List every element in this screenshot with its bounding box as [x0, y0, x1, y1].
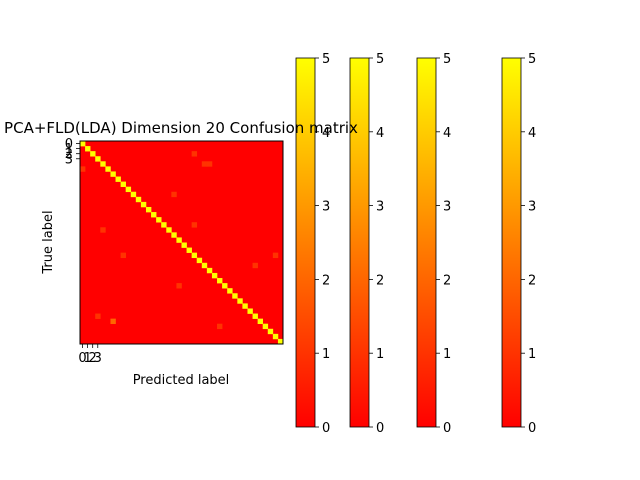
matrix-cell — [267, 328, 274, 335]
x-tick-label: 0 — [78, 351, 86, 366]
matrix-cell — [90, 151, 96, 157]
matrix-cell — [272, 252, 279, 259]
matrix-cell — [191, 222, 198, 228]
colorbar-tick-label: 2 — [443, 273, 451, 288]
matrix-cell — [110, 171, 116, 177]
matrix-cell — [247, 308, 253, 314]
matrix-cell — [85, 146, 91, 152]
matrix-cell — [80, 141, 86, 147]
y-tick-label: 0 — [65, 137, 73, 152]
matrix-cells — [80, 141, 284, 345]
matrix-cell — [120, 181, 126, 187]
matrix-cell — [110, 318, 116, 325]
matrix-cell — [232, 293, 238, 299]
matrix-cell — [166, 227, 172, 233]
matrix-cell — [252, 262, 258, 269]
matrix-cell — [242, 303, 248, 309]
y-tick-label: 3 — [65, 152, 73, 167]
matrix-cell — [161, 222, 167, 228]
matrix-cell — [257, 318, 264, 325]
colorbar-tick-label: 5 — [376, 52, 384, 67]
matrix-cell — [237, 298, 243, 304]
colorbar — [295, 57, 316, 428]
matrix-cell — [191, 151, 198, 157]
matrix-cell — [176, 283, 182, 289]
matrix-cell — [206, 267, 213, 274]
matrix-cell — [252, 313, 258, 319]
matrix-cell — [95, 156, 101, 162]
x-tick-label: 3 — [94, 351, 102, 366]
colorbar — [416, 57, 437, 428]
matrix-cell — [140, 201, 147, 208]
colorbar-tick-label: 4 — [322, 126, 330, 141]
matrix-cell — [191, 252, 198, 259]
matrix-cell — [222, 283, 228, 289]
colorbar-tick-label: 2 — [376, 273, 384, 288]
colorbar — [349, 57, 370, 428]
matrix-cell — [262, 323, 269, 330]
matrix-cell — [156, 217, 162, 223]
x-axis-label: Predicted label — [133, 373, 230, 388]
matrix-cell — [145, 206, 152, 213]
y-tick-label: 1 — [65, 142, 73, 157]
colorbar — [501, 57, 522, 428]
y-tick-label: 2 — [65, 147, 73, 162]
matrix-cell — [181, 242, 187, 248]
matrix-cell — [217, 323, 223, 330]
colorbar-tick-label: 3 — [376, 200, 384, 215]
x-tick-label: 1 — [83, 351, 91, 366]
matrix-cell — [272, 333, 279, 340]
matrix-cell — [115, 176, 121, 182]
colorbars: 0 1 2 3 4 5 0 1 2 3 4 5 0 1 2 3 4 5 0 1 2 3 4 5 — [295, 52, 536, 436]
colorbar-tick-label: 0 — [443, 421, 451, 436]
y-axis-label: True label — [41, 210, 56, 274]
matrix-cell — [186, 247, 192, 253]
matrix-cell — [105, 166, 111, 172]
matrix-cell — [120, 252, 126, 259]
matrix-cell — [100, 161, 106, 167]
colorbar-tick-label: 5 — [322, 52, 330, 67]
matrix-cell — [176, 237, 182, 243]
matrix-cell — [196, 257, 203, 264]
colorbar-tick-label: 0 — [376, 421, 384, 436]
matrix-cell — [211, 272, 218, 279]
x-tick-label: 2 — [89, 351, 97, 366]
colorbar-tick-label: 4 — [443, 126, 451, 141]
matrix-cell — [201, 161, 208, 167]
colorbar-tick-label: 1 — [443, 347, 451, 362]
matrix-cell — [277, 338, 284, 345]
matrix-cell — [80, 166, 86, 172]
matrix-cell — [100, 227, 106, 233]
matrix-cell — [125, 186, 132, 193]
colorbar-tick-label: 4 — [376, 126, 384, 141]
matrix-cell — [217, 278, 223, 284]
colorbar-tick-label: 1 — [528, 347, 536, 362]
colorbar-tick-label: 3 — [528, 200, 536, 215]
colorbar-tick-label: 2 — [528, 273, 536, 288]
matrix-cell — [171, 191, 177, 198]
matrix-cell — [151, 212, 157, 218]
matrix-cell — [206, 161, 213, 167]
colorbar-tick-label: 5 — [528, 52, 536, 67]
colorbar-tick-label: 4 — [528, 126, 536, 141]
matrix-cell — [227, 288, 233, 294]
matrix-frame — [79, 140, 284, 345]
matrix-cell — [130, 191, 137, 198]
matrix-cell — [135, 196, 142, 203]
matrix-cell — [95, 313, 101, 319]
colorbar-tick-label: 0 — [322, 421, 330, 436]
chart-title: PCA+FLD(LDA) Dimension 20 Confusion matr… — [4, 119, 358, 137]
colorbar-tick-label: 3 — [443, 200, 451, 215]
colorbar-tick-label: 0 — [528, 421, 536, 436]
colorbar-tick-label: 1 — [376, 347, 384, 362]
matrix-cell — [171, 232, 177, 238]
colorbar-tick-label: 5 — [443, 52, 451, 67]
colorbar-tick-label: 2 — [322, 273, 330, 288]
colorbar-tick-label: 1 — [322, 347, 330, 362]
colorbar-tick-label: 3 — [322, 200, 330, 215]
matrix-cell — [201, 262, 208, 269]
